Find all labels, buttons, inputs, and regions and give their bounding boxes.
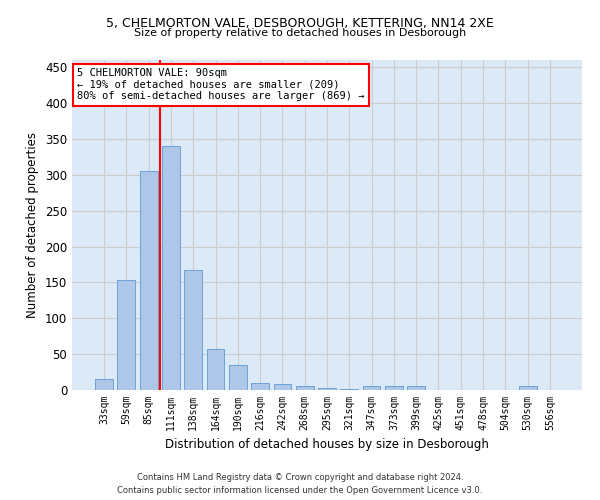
Bar <box>362 386 380 390</box>
Bar <box>340 388 358 390</box>
Bar <box>251 383 269 390</box>
Text: Size of property relative to detached houses in Desborough: Size of property relative to detached ho… <box>134 28 466 38</box>
Text: 5 CHELMORTON VALE: 90sqm
← 19% of detached houses are smaller (209)
80% of semi-: 5 CHELMORTON VALE: 90sqm ← 19% of detach… <box>77 68 365 102</box>
Y-axis label: Number of detached properties: Number of detached properties <box>26 132 40 318</box>
Bar <box>162 146 180 390</box>
Bar <box>184 270 202 390</box>
Text: Contains HM Land Registry data © Crown copyright and database right 2024.
Contai: Contains HM Land Registry data © Crown c… <box>118 474 482 495</box>
Bar <box>229 365 247 390</box>
Bar <box>140 171 158 390</box>
Bar <box>296 386 314 390</box>
Bar <box>407 386 425 390</box>
X-axis label: Distribution of detached houses by size in Desborough: Distribution of detached houses by size … <box>165 438 489 452</box>
Bar <box>318 388 336 390</box>
Text: 5, CHELMORTON VALE, DESBOROUGH, KETTERING, NN14 2XE: 5, CHELMORTON VALE, DESBOROUGH, KETTERIN… <box>106 18 494 30</box>
Bar <box>206 349 224 390</box>
Bar <box>385 386 403 390</box>
Bar <box>95 378 113 390</box>
Bar <box>118 280 136 390</box>
Bar <box>518 386 536 390</box>
Bar <box>274 384 292 390</box>
